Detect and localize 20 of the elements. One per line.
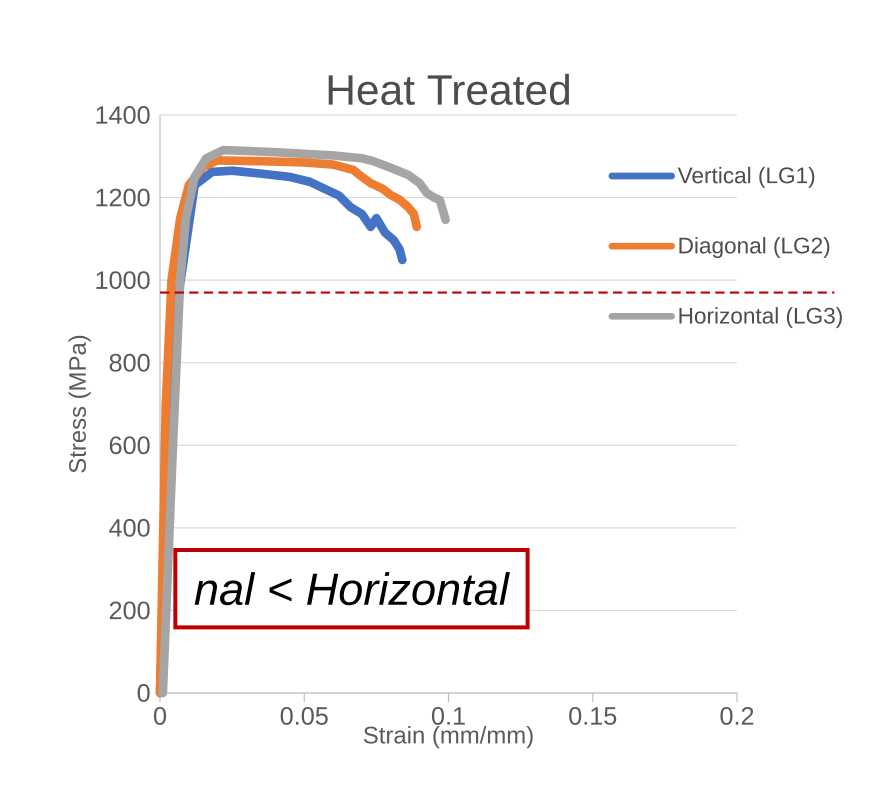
chart-title: Heat Treated [328, 74, 570, 105]
y-tick-label: 1400 [96, 106, 150, 124]
y-axis-title: Stress (MPa) [68, 336, 91, 473]
y-tick-label: 200 [110, 601, 150, 620]
x-tick-label: 0.1 [432, 706, 465, 725]
y-tick-label: 600 [110, 436, 150, 454]
y-tick-label: 800 [110, 354, 150, 372]
y-tick-label: 0 [138, 684, 150, 702]
legend-label: Diagonal (LG2) [679, 236, 830, 258]
x-tick-label: 0.05 [280, 706, 328, 725]
x-tick-label: 0.2 [720, 706, 754, 725]
x-tick-label: 0 [154, 706, 166, 725]
y-tick-label: 1200 [96, 188, 150, 207]
annotation: nal < Horizontal [194, 572, 510, 606]
legend-label: Vertical (LG1) [678, 166, 814, 188]
y-tick-label: 400 [109, 518, 150, 537]
legend-label: Horizontal (LG3) [679, 307, 842, 328]
x-tick-label: 0.15 [569, 706, 616, 725]
x-axis-title: Strain (mm/mm) [364, 726, 533, 748]
y-tick-label: 1000 [96, 271, 150, 290]
